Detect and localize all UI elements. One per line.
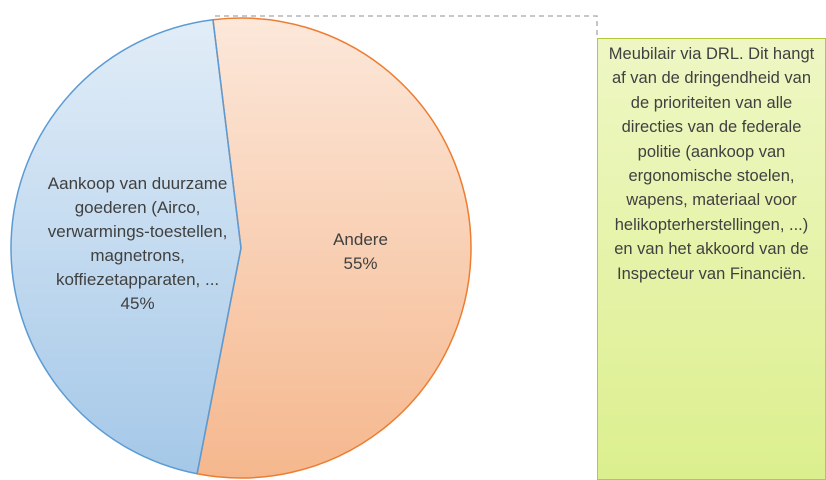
- pie-slice: [10, 18, 242, 475]
- pie-slice: [196, 17, 472, 479]
- annotation-leader: [215, 15, 598, 38]
- slice-value: 45%: [120, 294, 155, 314]
- slice-label: Aankoop van duurzame goederen (Airco, ve…: [44, 172, 232, 316]
- annotation: Meubilair via DRL. Dit hangt af van de d…: [597, 38, 826, 480]
- slice-category: Andere: [333, 230, 388, 250]
- slice-value: 55%: [343, 254, 378, 274]
- slice-category: Aankoop van duurzame goederen (Airco, ve…: [47, 174, 228, 290]
- slice-label: Andere 55%: [301, 228, 421, 276]
